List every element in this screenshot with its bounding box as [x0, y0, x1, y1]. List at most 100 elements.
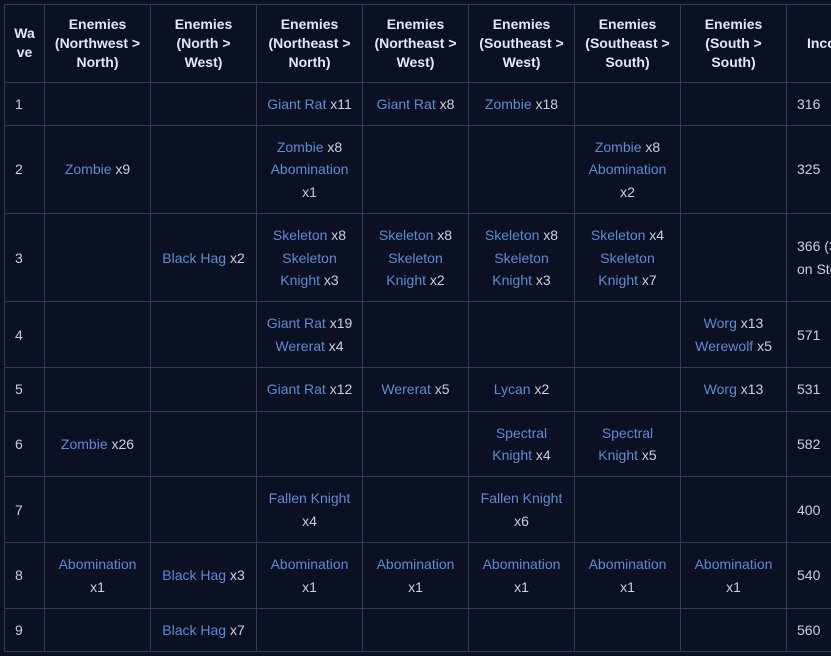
income-value: 582 [787, 411, 831, 477]
enemy-link[interactable]: Abomination [271, 556, 349, 572]
enemy-link[interactable]: Abomination [589, 161, 667, 177]
enemy-link[interactable]: Abomination [59, 556, 137, 572]
enemy-link[interactable]: Wererat [381, 381, 431, 397]
enemy-link[interactable]: Skeleton [591, 227, 645, 243]
col-header-wave: Wave [5, 5, 45, 83]
enemy-cell [151, 126, 257, 214]
enemy-cell: Abomination x1 [45, 543, 151, 609]
enemy-link[interactable]: Worg [704, 315, 737, 331]
enemy-count: x1 [302, 184, 317, 200]
wave-number: 4 [5, 302, 45, 368]
enemy-cell: Black Hag x3 [151, 543, 257, 609]
enemy-cell: Zombie x8Abomination x2 [575, 126, 681, 214]
enemy-cell: Giant Rat x8 [363, 82, 469, 125]
enemy-cell: Black Hag x2 [151, 214, 257, 302]
enemy-link[interactable]: Abomination [589, 556, 667, 572]
enemy-cell: Abomination x1 [681, 543, 787, 609]
income-value: 531 [787, 368, 831, 411]
enemy-cell [45, 82, 151, 125]
enemy-link[interactable]: Lycan [494, 381, 531, 397]
enemy-entry: Zombie x8 [263, 136, 356, 158]
enemy-count: x3 [532, 272, 551, 288]
enemy-link[interactable]: Giant Rat [377, 96, 436, 112]
enemy-link[interactable]: Giant Rat [267, 381, 326, 397]
enemy-entry: Skeleton Knight x2 [369, 247, 462, 292]
enemy-entry: Fallen Knight x6 [475, 487, 568, 532]
enemy-link[interactable]: Zombie [277, 139, 324, 155]
col-header-d2: Enemies (Northeast > North) [257, 5, 363, 83]
enemy-link[interactable]: Giant Rat [267, 96, 326, 112]
enemy-count: x4 [302, 513, 317, 529]
enemy-link[interactable]: Skeleton [273, 227, 327, 243]
enemy-cell [45, 608, 151, 651]
enemy-cell [257, 411, 363, 477]
enemy-count: x1 [302, 579, 317, 595]
enemy-link[interactable]: Wererat [275, 338, 325, 354]
table-row: 5Giant Rat x12Wererat x5Lycan x2Worg x13… [5, 368, 831, 411]
enemy-link[interactable]: Zombie [595, 139, 642, 155]
enemy-link[interactable]: Zombie [61, 436, 108, 452]
enemy-cell: Fallen Knight x4 [257, 477, 363, 543]
enemy-entry: Giant Rat x19 [263, 312, 356, 334]
table-row: 7Fallen Knight x4Fallen Knight x6400 [5, 477, 831, 543]
enemy-link[interactable]: Fallen Knight [481, 490, 563, 506]
enemy-link[interactable]: Fallen Knight [269, 490, 351, 506]
enemy-cell [363, 477, 469, 543]
col-header-d3: Enemies (Northeast > West) [363, 5, 469, 83]
wave-number: 1 [5, 82, 45, 125]
enemy-entry: Zombie x8 [581, 136, 674, 158]
enemy-entry: Abomination x1 [475, 553, 568, 598]
enemy-cell: Zombie x8 Abomination x1 [257, 126, 363, 214]
enemy-count: x7 [638, 272, 657, 288]
enemy-cell: Skeleton x8Skeleton Knight x3 [469, 214, 575, 302]
enemy-cell: Lycan x2 [469, 368, 575, 411]
enemy-cell: Zombie x9 [45, 126, 151, 214]
enemy-entry: Zombie x26 [51, 433, 144, 455]
enemy-cell [681, 126, 787, 214]
enemy-link[interactable]: Black Hag [162, 567, 226, 583]
enemy-link[interactable]: Giant Rat [267, 315, 326, 331]
enemy-entry: Giant Rat x8 [369, 93, 462, 115]
enemy-count: x2 [226, 250, 245, 266]
enemy-cell: Abomination x1 [363, 543, 469, 609]
enemy-count: x11 [326, 96, 351, 112]
enemy-link[interactable]: Abomination [483, 556, 561, 572]
enemy-entry: Skeleton x8 [475, 224, 568, 246]
table-row: 1Giant Rat x11Giant Rat x8Zombie x18316 [5, 82, 831, 125]
enemy-link[interactable]: Abomination [377, 556, 455, 572]
enemy-cell [575, 608, 681, 651]
enemy-cell: Zombie x26 [45, 411, 151, 477]
enemy-link[interactable]: Worg [704, 381, 737, 397]
enemy-entry: Wererat x5 [369, 378, 462, 400]
enemy-cell: Giant Rat x11 [257, 82, 363, 125]
enemy-link[interactable]: Zombie [65, 161, 112, 177]
enemy-entry: Spectral Knight x5 [581, 422, 674, 467]
enemy-count: x9 [112, 161, 131, 177]
enemy-cell: Skeleton x8Skeleton Knight x3 [257, 214, 363, 302]
table-row: 8Abomination x1Black Hag x3Abomination x… [5, 543, 831, 609]
enemy-cell [45, 214, 151, 302]
enemy-count: x3 [226, 567, 245, 583]
enemy-link[interactable]: Werewolf [695, 338, 753, 354]
enemy-entry: Black Hag x7 [157, 619, 250, 641]
enemy-link[interactable]: Abomination [695, 556, 773, 572]
enemy-entry: Black Hag x2 [157, 247, 250, 269]
col-header-d6: Enemies (South > South) [681, 5, 787, 83]
enemy-cell [681, 411, 787, 477]
income-value: 540 [787, 543, 831, 609]
enemy-count: x12 [326, 381, 352, 397]
enemy-cell [681, 608, 787, 651]
enemy-link[interactable]: Black Hag [162, 250, 226, 266]
enemy-entry: Abomination x1 [369, 553, 462, 598]
enemy-link[interactable]: Skeleton [379, 227, 433, 243]
enemy-count: x18 [532, 96, 558, 112]
enemy-count: x4 [532, 447, 551, 463]
enemy-link[interactable]: Skeleton [485, 227, 539, 243]
enemy-count: x8 [436, 96, 455, 112]
enemy-link[interactable]: Zombie [485, 96, 532, 112]
enemy-link[interactable]: Abomination [271, 161, 349, 177]
enemy-entry: Skeleton x4 [581, 224, 674, 246]
col-header-d1: Enemies (North > West) [151, 5, 257, 83]
enemy-entry: Werewolf x5 [687, 335, 780, 357]
enemy-link[interactable]: Black Hag [162, 622, 226, 638]
